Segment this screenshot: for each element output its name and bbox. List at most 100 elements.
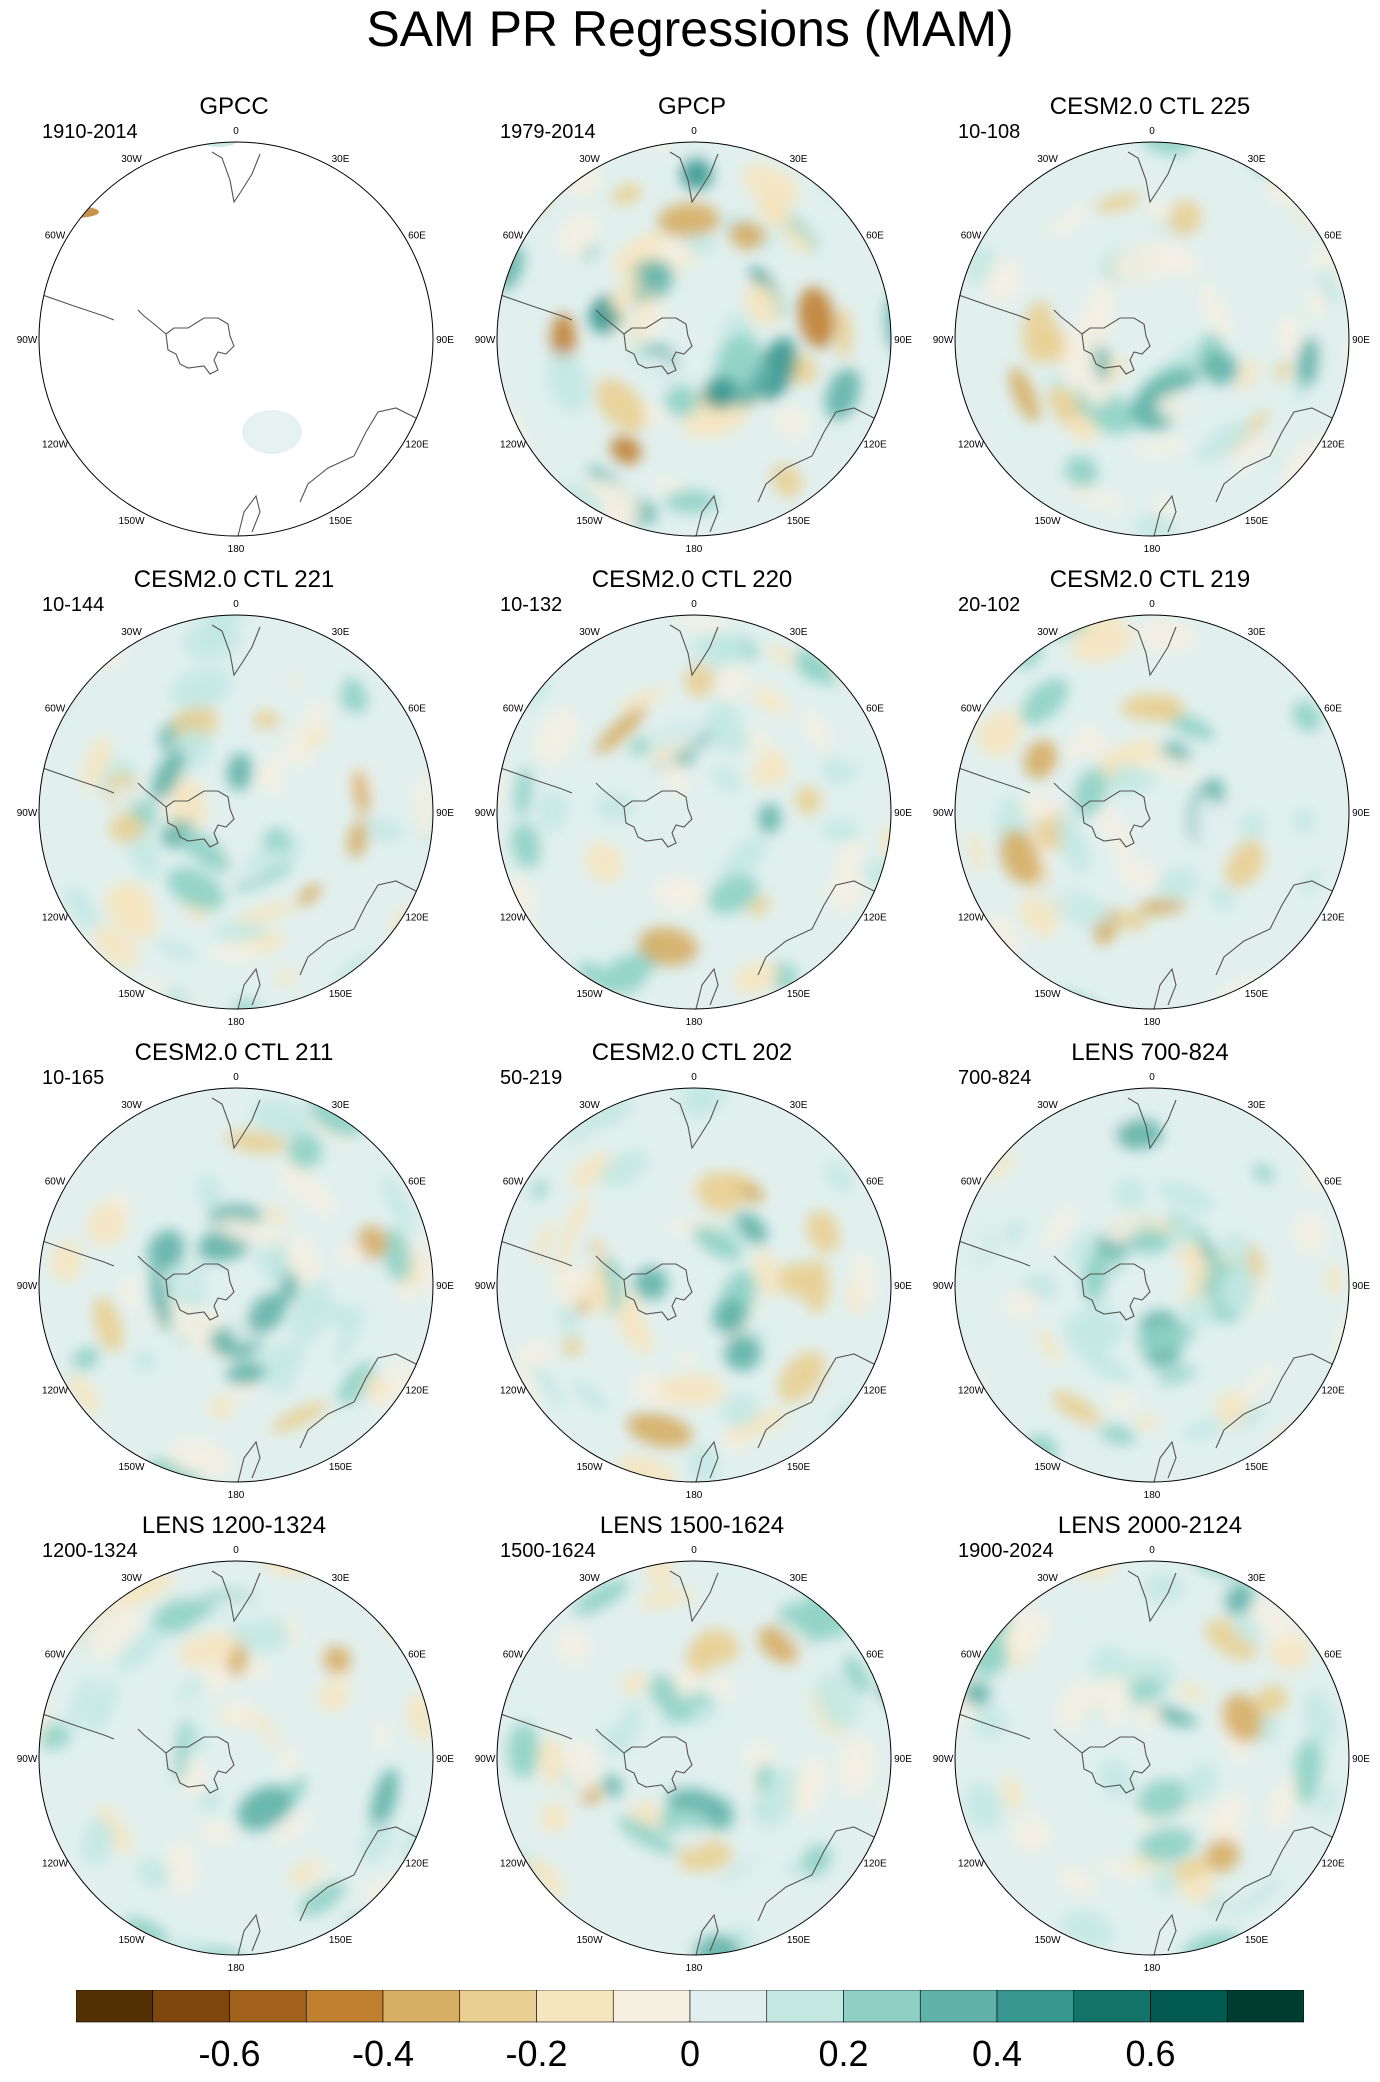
longitude-label: 120W (42, 440, 69, 451)
colorbar-tick-label: -0.4 (351, 2033, 415, 2074)
longitude-label: 150E (329, 1935, 353, 1946)
polar-map: 0 30E 60E 90E 120E 150E 180 150W 120W 90W 60W 30W (475, 1545, 913, 1974)
longitude-label: 120E (405, 440, 429, 451)
longitude-label: 90W (933, 1754, 954, 1765)
longitude-label: 60E (1324, 1177, 1342, 1188)
longitude-label: 90E (1352, 1281, 1370, 1292)
precip-field (955, 615, 1349, 1009)
longitude-label: 90W (933, 335, 954, 346)
panel-title: CESM2.0 CTL 221 (133, 566, 335, 593)
colorbar-bin (1073, 1990, 1151, 2023)
panel-period: 1910-2014 (42, 121, 138, 143)
colorbar-bin (1226, 1990, 1304, 2023)
longitude-label: 150E (329, 989, 353, 1000)
coastlines (497, 151, 883, 536)
longitude-label: 30W (1037, 154, 1058, 165)
coastlines (955, 1097, 1341, 1482)
precip-field (39, 615, 433, 1009)
colorbar (76, 1990, 1304, 2023)
longitude-label: 90W (933, 1281, 954, 1292)
longitude-label: 180 (1144, 544, 1161, 555)
longitude-label: 30W (121, 154, 142, 165)
longitude-label: 90W (17, 1281, 38, 1292)
longitude-label: 150E (787, 516, 811, 527)
panel-period: 1200-1324 (42, 1540, 138, 1562)
polar-map: 0 30E 60E 90E 120E 150E 180 150W 120W 90W 60W 30W (933, 599, 1371, 1028)
panel-title: CESM2.0 CTL 225 (1049, 93, 1251, 120)
polar-map: 0 30E 60E 90E 120E 150E 180 150W 120W 90W 60W 30W (475, 599, 913, 1028)
longitude-label: 180 (228, 1017, 245, 1028)
longitude-label: 60W (961, 1177, 982, 1188)
longitude-label: 60W (961, 704, 982, 715)
longitude-label: 90E (436, 335, 454, 346)
longitude-label: 120W (42, 1386, 69, 1397)
longitude-label: 30W (121, 1573, 142, 1584)
longitude-label: 120E (405, 1859, 429, 1870)
coastlines (497, 624, 883, 1009)
colorbar-tick-label: 0 (679, 2033, 701, 2074)
map-panel: GPCC 0 30E 60E 90E 120E 150E 180 150W 120W 90W 60W 3… (4, 92, 464, 562)
longitude-label: 180 (1144, 1017, 1161, 1028)
colorbar-bin (152, 1990, 230, 2023)
longitude-label: 60W (45, 704, 66, 715)
longitude-label: 30W (121, 1100, 142, 1111)
longitude-label: 60W (503, 704, 524, 715)
longitude-label: 120E (863, 913, 887, 924)
colorbar-tick-label: -0.6 (198, 2033, 261, 2074)
longitude-label: 120W (500, 440, 527, 451)
longitude-label: 30E (790, 154, 808, 165)
panel-period: 10-108 (958, 121, 1021, 143)
colorbar-bin (766, 1990, 844, 2023)
colorbar-bin (919, 1990, 998, 2023)
panel-title: CESM2.0 CTL 219 (1049, 566, 1251, 593)
longitude-label: 60E (408, 1177, 426, 1188)
map-panel: CESM2.0 CTL 219 0 30E 60E 90E 120E 150E 180 150W… (920, 565, 1380, 1035)
longitude-label: 150E (787, 989, 811, 1000)
longitude-label: 180 (228, 1490, 245, 1501)
longitude-label: 60W (961, 1650, 982, 1661)
longitude-label: 30E (1248, 627, 1266, 638)
longitude-label: 90W (475, 1281, 496, 1292)
figure-title: SAM PR Regressions (MAM) (366, 1, 1014, 57)
longitude-label: 90W (17, 335, 38, 346)
polar-map: 0 30E 60E 90E 120E 150E 180 150W 120W 90W 60W 30W (475, 126, 913, 555)
panel-period: 10-144 (42, 594, 105, 616)
coastlines (39, 151, 425, 536)
longitude-label: 180 (228, 544, 245, 555)
longitude-label: 0 (1149, 599, 1155, 610)
longitude-label: 120E (1321, 913, 1345, 924)
longitude-label: 150E (1245, 989, 1269, 1000)
map-panel: GPCP 0 30E 60E 90E 120E 150E 180 150W 120W 90W 60W 3… (462, 92, 922, 562)
longitude-label: 0 (691, 1545, 697, 1556)
polar-map: 0 30E 60E 90E 120E 150E 180 150W 120W 90W 60W 30W (17, 1072, 455, 1501)
longitude-label: 150W (576, 989, 603, 1000)
longitude-label: 60W (503, 1177, 524, 1188)
colorbar-bin (612, 1990, 691, 2023)
longitude-label: 90E (894, 1281, 912, 1292)
map-panel: CESM2.0 CTL 225 0 30E 60E 90E 120E 150E 180 150W… (920, 92, 1380, 562)
longitude-label: 60E (866, 704, 884, 715)
panel-period: 700-824 (958, 1067, 1032, 1089)
longitude-label: 60W (503, 231, 524, 242)
longitude-label: 30E (1248, 1573, 1266, 1584)
longitude-label: 30W (1037, 627, 1058, 638)
longitude-label: 150E (329, 516, 353, 527)
longitude-label: 30E (1248, 154, 1266, 165)
coastlines (39, 1570, 425, 1955)
longitude-label: 30E (332, 1573, 350, 1584)
panel-period: 10-132 (500, 594, 563, 616)
longitude-label: 150E (787, 1935, 811, 1946)
longitude-label: 150W (576, 1462, 603, 1473)
longitude-label: 180 (1144, 1963, 1161, 1974)
longitude-label: 150W (576, 516, 603, 527)
map-panel: LENS 2000-2124 0 30E 60E 90E 120E 150E 180 150W 1… (920, 1511, 1380, 1981)
longitude-label: 120E (405, 913, 429, 924)
precip-field (497, 142, 891, 536)
longitude-label: 90E (436, 1754, 454, 1765)
longitude-label: 0 (691, 599, 697, 610)
longitude-label: 60E (866, 1177, 884, 1188)
longitude-label: 150W (1034, 1935, 1061, 1946)
longitude-label: 90E (1352, 1754, 1370, 1765)
longitude-label: 0 (1149, 1545, 1155, 1556)
precip-field (39, 1088, 433, 1482)
